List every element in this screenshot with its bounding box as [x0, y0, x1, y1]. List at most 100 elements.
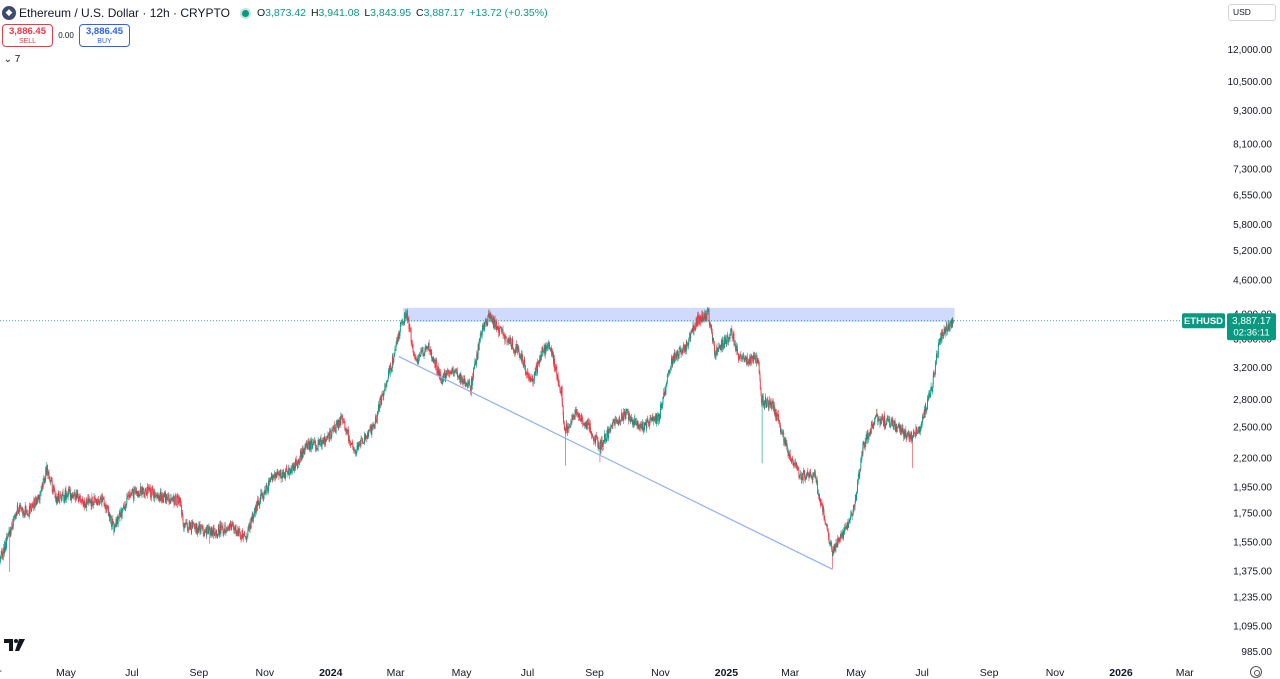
candle: [774, 408, 776, 421]
candle: [392, 354, 394, 366]
candle: [18, 509, 20, 515]
candle: [357, 442, 359, 452]
x-tick-label: Nov: [255, 667, 274, 679]
high-key: H: [310, 7, 319, 19]
candle: [68, 486, 69, 497]
candle: [341, 414, 343, 417]
candle: [853, 504, 855, 510]
candle: [594, 434, 596, 445]
candle: [519, 355, 521, 360]
axis-settings-icon[interactable]: [1250, 666, 1262, 678]
candle: [759, 370, 761, 382]
candle: [386, 380, 388, 383]
candle: [862, 441, 864, 457]
buy-button[interactable]: 3,886.45 BUY: [79, 24, 130, 47]
candle: [323, 436, 325, 445]
candle: [532, 378, 534, 387]
candle: [940, 337, 941, 345]
candle: [240, 535, 242, 541]
candle: [131, 488, 133, 494]
candle: [137, 490, 139, 497]
sell-label: SELL: [18, 38, 37, 45]
sell-price: 3,886.45: [9, 26, 46, 37]
candle: [414, 353, 416, 361]
candle: [349, 440, 351, 447]
candle: [177, 494, 179, 499]
candle: [921, 421, 923, 428]
candle: [677, 353, 679, 361]
currency-select[interactable]: USD: [1228, 4, 1276, 21]
candle: [873, 422, 875, 429]
candle: [317, 437, 319, 452]
resistance-zone[interactable]: [403, 307, 955, 322]
candle: [620, 419, 622, 426]
candle: [396, 337, 398, 346]
candle: [346, 428, 348, 435]
candle: [106, 504, 108, 512]
candle: [636, 419, 638, 430]
candle: [393, 352, 395, 364]
candle: [324, 436, 326, 448]
candle: [405, 313, 407, 319]
candle: [761, 393, 763, 405]
candle: [264, 485, 266, 495]
candle: [872, 421, 874, 430]
candle: [813, 469, 815, 478]
candle: [816, 477, 817, 486]
indicators-toggle[interactable]: ⌄ 7: [1, 52, 23, 67]
candle: [635, 418, 637, 426]
symbol-title[interactable]: Ethereum / U.S. Dollar · 12h · CRYPTO: [19, 6, 230, 20]
candle: [453, 369, 455, 377]
candle: [289, 469, 291, 476]
candle: [249, 518, 251, 534]
candle: [35, 496, 37, 507]
candle: [692, 324, 694, 335]
candle: [5, 543, 7, 551]
candle: [411, 339, 413, 349]
market-status-dot[interactable]: [241, 9, 249, 17]
candle: [171, 497, 173, 503]
candle: [803, 467, 804, 475]
candle: [849, 517, 851, 524]
candle: [932, 371, 934, 387]
candle: [846, 522, 848, 530]
candle: [434, 358, 436, 369]
support-trendline[interactable]: [398, 355, 833, 570]
x-tick-label: 2025: [715, 667, 739, 679]
candle: [854, 494, 856, 504]
candle: [449, 370, 451, 376]
candle: [48, 469, 50, 480]
candle: [168, 493, 170, 506]
candle: [609, 426, 611, 434]
candle: [219, 520, 221, 537]
candle: [777, 410, 779, 416]
candle: [691, 327, 693, 333]
candle: [371, 424, 373, 438]
candle: [921, 413, 923, 426]
candle: [857, 473, 859, 485]
candle: [633, 422, 635, 429]
candle: [743, 352, 745, 360]
candle: [852, 504, 854, 516]
candle: [381, 395, 383, 406]
candle: [564, 428, 566, 466]
candle: [231, 521, 233, 530]
candle: [872, 423, 874, 429]
candle: [807, 467, 809, 476]
sell-button[interactable]: 3,886.45 SELL: [2, 24, 53, 47]
candle: [688, 337, 690, 345]
candle: [276, 468, 278, 478]
y-tick-label: 2,800.00: [1233, 395, 1272, 406]
candle: [657, 415, 659, 424]
candle: [53, 487, 55, 493]
candle: [102, 497, 104, 500]
candle: [477, 342, 479, 359]
tradingview-logo-icon[interactable]: [4, 638, 28, 652]
candle: [519, 353, 521, 361]
candle: [728, 339, 730, 346]
candle: [714, 351, 716, 359]
candle: [493, 317, 495, 330]
candle: [220, 521, 222, 538]
candle: [88, 498, 90, 503]
